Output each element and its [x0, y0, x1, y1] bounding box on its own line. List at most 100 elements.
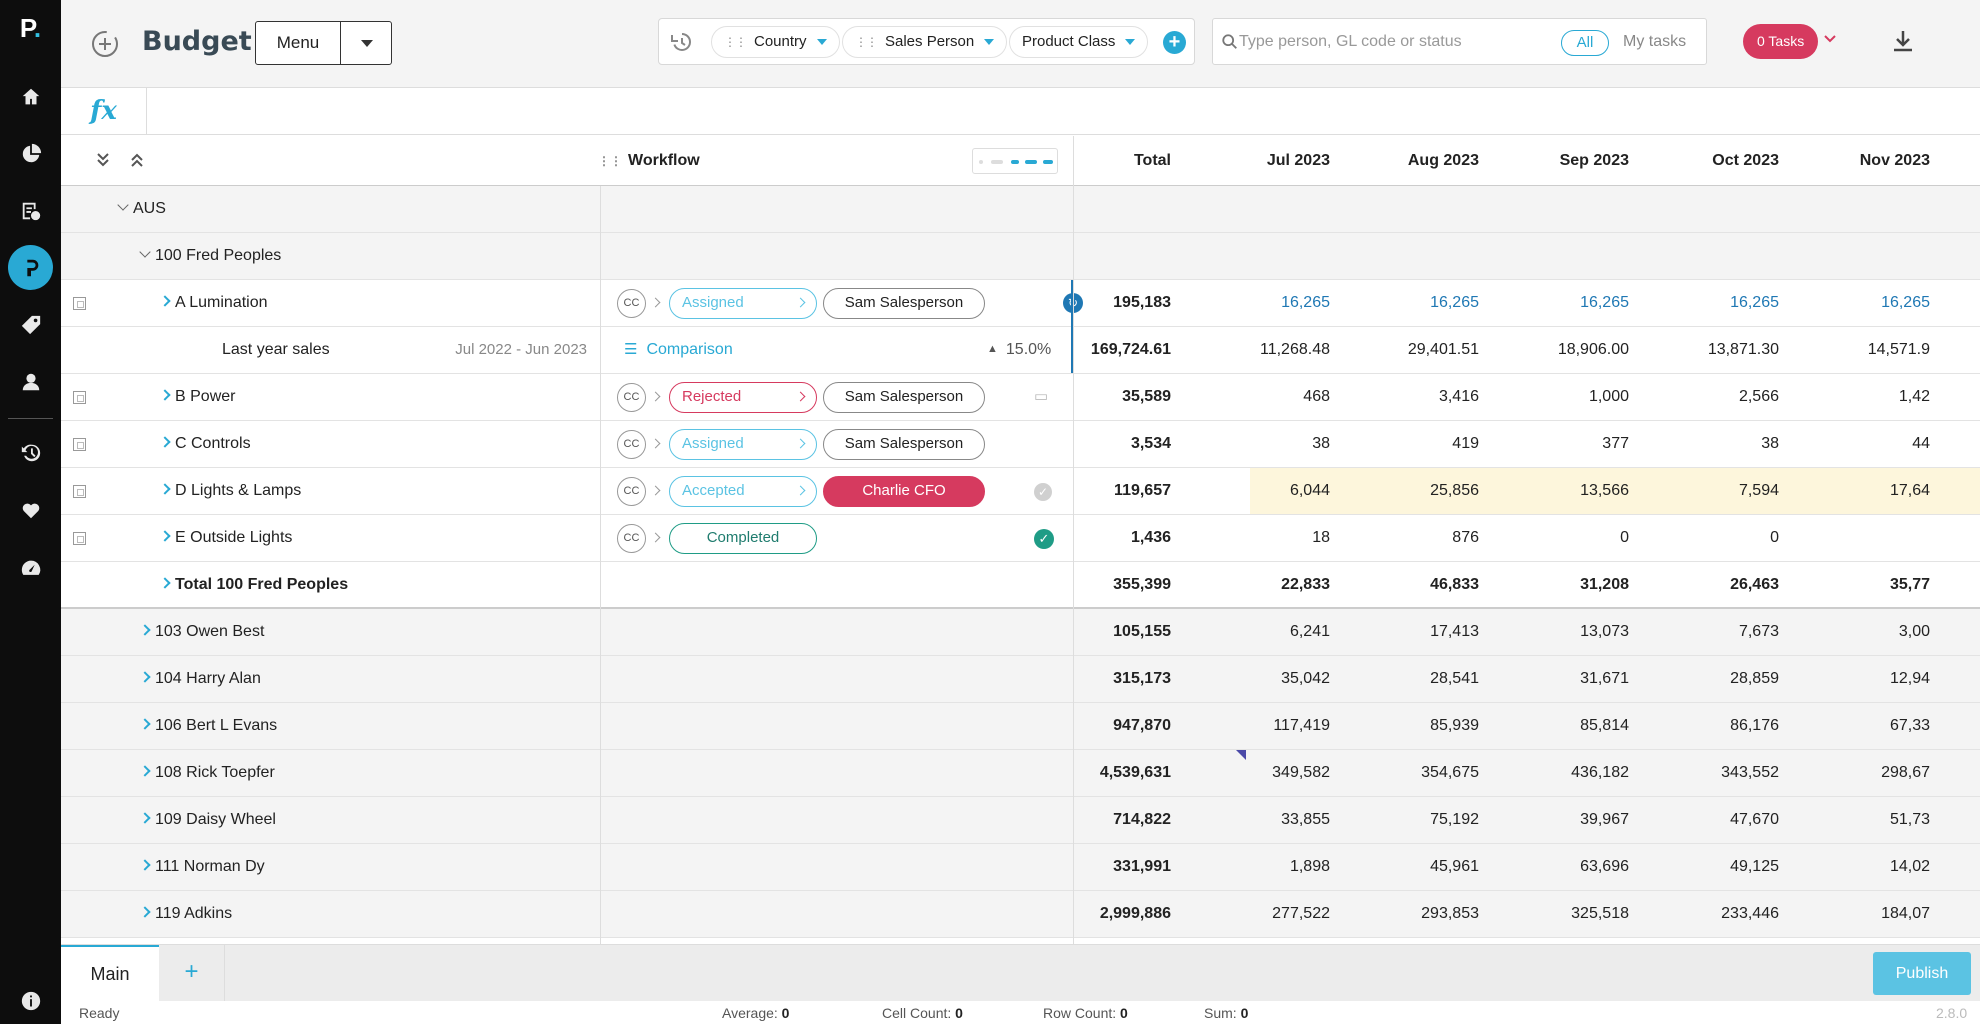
month-cell[interactable]: 2,566 [1738, 388, 1779, 405]
status-badge[interactable]: Assigned [669, 288, 817, 319]
month-cell[interactable]: 46,833 [1430, 576, 1479, 593]
table-row[interactable]: 111 Norman Dy 331,991 1,898 45,961 63,696 49,… [61, 844, 1980, 891]
row-select-checkbox[interactable] [73, 297, 86, 310]
status-badge[interactable]: Accepted [669, 476, 817, 507]
column-header[interactable]: Nov 2023 [1859, 152, 1930, 169]
home-icon[interactable] [8, 74, 53, 119]
month-cell[interactable]: 349,582 [1272, 764, 1330, 781]
month-cell[interactable]: 419 [1452, 435, 1479, 452]
month-cell[interactable]: 16,265 [1730, 294, 1779, 311]
filter-chip-product-class[interactable]: Product Class [1009, 26, 1149, 58]
month-cell[interactable]: 277,522 [1272, 905, 1330, 922]
chevron-right-icon[interactable] [139, 906, 151, 918]
chevron-right-icon[interactable] [159, 530, 171, 542]
view-density-toggle[interactable] [972, 148, 1058, 174]
total-row[interactable]: Total 100 Fred Peoples 355,399 22,833 46,83… [61, 562, 1980, 609]
month-cell[interactable]: 1,000 [1588, 388, 1629, 405]
assignee-pill[interactable]: Sam Salesperson [823, 429, 985, 460]
total-cell[interactable]: 4,539,631 [1099, 764, 1171, 781]
month-cell[interactable]: 44 [1912, 435, 1930, 452]
total-cell[interactable]: 35,589 [1122, 388, 1171, 405]
chevron-down-icon[interactable] [139, 246, 151, 258]
table-row[interactable]: B Power CC Rejected Sam Salesperson ▭ 35,589 4… [61, 374, 1980, 421]
month-cell[interactable]: 1,42 [1898, 388, 1930, 405]
month-cell[interactable]: 6,241 [1289, 623, 1330, 640]
row-select-checkbox[interactable] [73, 532, 86, 545]
total-cell[interactable]: 119,657 [1114, 482, 1171, 499]
chevron-right-icon[interactable] [159, 483, 171, 495]
chevron-down-icon[interactable] [117, 199, 129, 211]
fx-icon[interactable]: fx [61, 88, 147, 134]
drag-grip-icon[interactable]: ⋮⋮ [598, 154, 622, 168]
table-row[interactable]: E Outside Lights CC Completed ✓ 1,436 18 876 0 0 [61, 515, 1980, 562]
month-cell[interactable]: 31,208 [1580, 576, 1629, 593]
table-row[interactable]: D Lights & Lamps CC Accepted Charlie CFO ✓ 11… [61, 468, 1980, 515]
total-cell[interactable]: 947,870 [1113, 717, 1171, 734]
month-cell[interactable]: 3,416 [1438, 388, 1479, 405]
month-cell[interactable]: 33,855 [1281, 811, 1330, 828]
month-cell[interactable]: 13,871.30 [1707, 341, 1779, 358]
table-row[interactable]: 109 Daisy Wheel 714,822 33,855 75,192 39,967… [61, 797, 1980, 844]
month-cell[interactable]: 0 [1770, 529, 1779, 546]
tasks-badge[interactable]: 0 Tasks [1743, 24, 1819, 59]
month-cell[interactable]: 22,833 [1281, 576, 1330, 593]
total-cell[interactable]: 331,991 [1113, 858, 1171, 875]
month-cell[interactable]: 75,192 [1430, 811, 1479, 828]
month-cell[interactable]: 85,814 [1580, 717, 1629, 734]
table-row[interactable]: 104 Harry Alan 315,173 35,042 28,541 31,671 2… [61, 656, 1980, 703]
add-filter-button[interactable]: + [1163, 31, 1186, 54]
month-cell[interactable]: 17,413 [1430, 623, 1479, 640]
month-cell[interactable]: 1,898 [1289, 858, 1330, 875]
filter-all-toggle[interactable]: All [1561, 30, 1609, 56]
search-input[interactable] [1239, 29, 1559, 55]
table-row[interactable]: C Controls CC Assigned Sam Salesperson 3,534… [61, 421, 1980, 468]
add-tab-button[interactable]: + [159, 945, 225, 1002]
budget-refresh-icon[interactable] [89, 28, 121, 60]
month-cell[interactable]: 35,77 [1889, 576, 1930, 593]
status-badge[interactable]: Assigned [669, 429, 817, 460]
month-cell[interactable]: 0 [1620, 529, 1629, 546]
month-cell[interactable]: 16,265 [1580, 294, 1629, 311]
tag-icon[interactable] [8, 302, 53, 347]
row-select-checkbox[interactable] [73, 485, 86, 498]
month-cell[interactable]: 354,675 [1421, 764, 1479, 781]
month-cell[interactable]: 25,856 [1430, 482, 1479, 499]
month-cell[interactable]: 3,00 [1898, 623, 1930, 640]
month-cell[interactable]: 16,265 [1881, 294, 1930, 311]
total-cell[interactable]: 105,155 [1113, 623, 1171, 640]
chevron-right-icon[interactable] [159, 389, 171, 401]
chevron-right-icon[interactable] [139, 624, 151, 636]
column-header[interactable]: Sep 2023 [1559, 152, 1629, 169]
drag-grip-icon[interactable]: ⋮⋮ [724, 35, 747, 49]
month-cell[interactable]: 38 [1312, 435, 1330, 452]
month-cell[interactable]: 51,73 [1889, 811, 1930, 828]
table-row[interactable]: 119 Adkins 2,999,886 277,522 293,853 325,518… [61, 891, 1980, 938]
month-cell[interactable]: 13,566 [1580, 482, 1629, 499]
cc-avatar-icon[interactable]: CC [617, 430, 646, 459]
month-cell[interactable]: 49,125 [1730, 858, 1779, 875]
chevron-right-icon[interactable] [139, 812, 151, 824]
heart-icon[interactable] [8, 487, 53, 532]
column-header[interactable]: Aug 2023 [1407, 152, 1479, 169]
month-cell[interactable]: 67,33 [1889, 717, 1930, 734]
month-cell[interactable]: 298,67 [1881, 764, 1930, 781]
month-cell[interactable]: 468 [1303, 388, 1330, 405]
month-cell[interactable]: 26,463 [1730, 576, 1779, 593]
month-cell[interactable]: 436,182 [1571, 764, 1629, 781]
publish-button[interactable]: Publish [1873, 952, 1971, 995]
month-cell[interactable]: 18,906.00 [1557, 341, 1629, 358]
row-select-checkbox[interactable] [73, 438, 86, 451]
month-cell[interactable]: 28,859 [1730, 670, 1779, 687]
table-row[interactable]: 106 Bert L Evans 947,870 117,419 85,939 85,8… [61, 703, 1980, 750]
month-cell[interactable]: 11,268.48 [1260, 341, 1330, 358]
chevron-right-icon[interactable] [159, 577, 171, 589]
month-cell[interactable]: 14,571.9 [1867, 341, 1930, 358]
total-cell[interactable]: 2,999,886 [1099, 905, 1171, 922]
month-cell[interactable]: 117,419 [1273, 717, 1330, 734]
month-cell[interactable]: 45,961 [1430, 858, 1479, 875]
chevron-right-icon[interactable] [139, 718, 151, 730]
status-badge[interactable]: Completed [669, 523, 817, 554]
chevron-right-icon[interactable] [139, 765, 151, 777]
pie-chart-icon[interactable] [8, 131, 53, 176]
